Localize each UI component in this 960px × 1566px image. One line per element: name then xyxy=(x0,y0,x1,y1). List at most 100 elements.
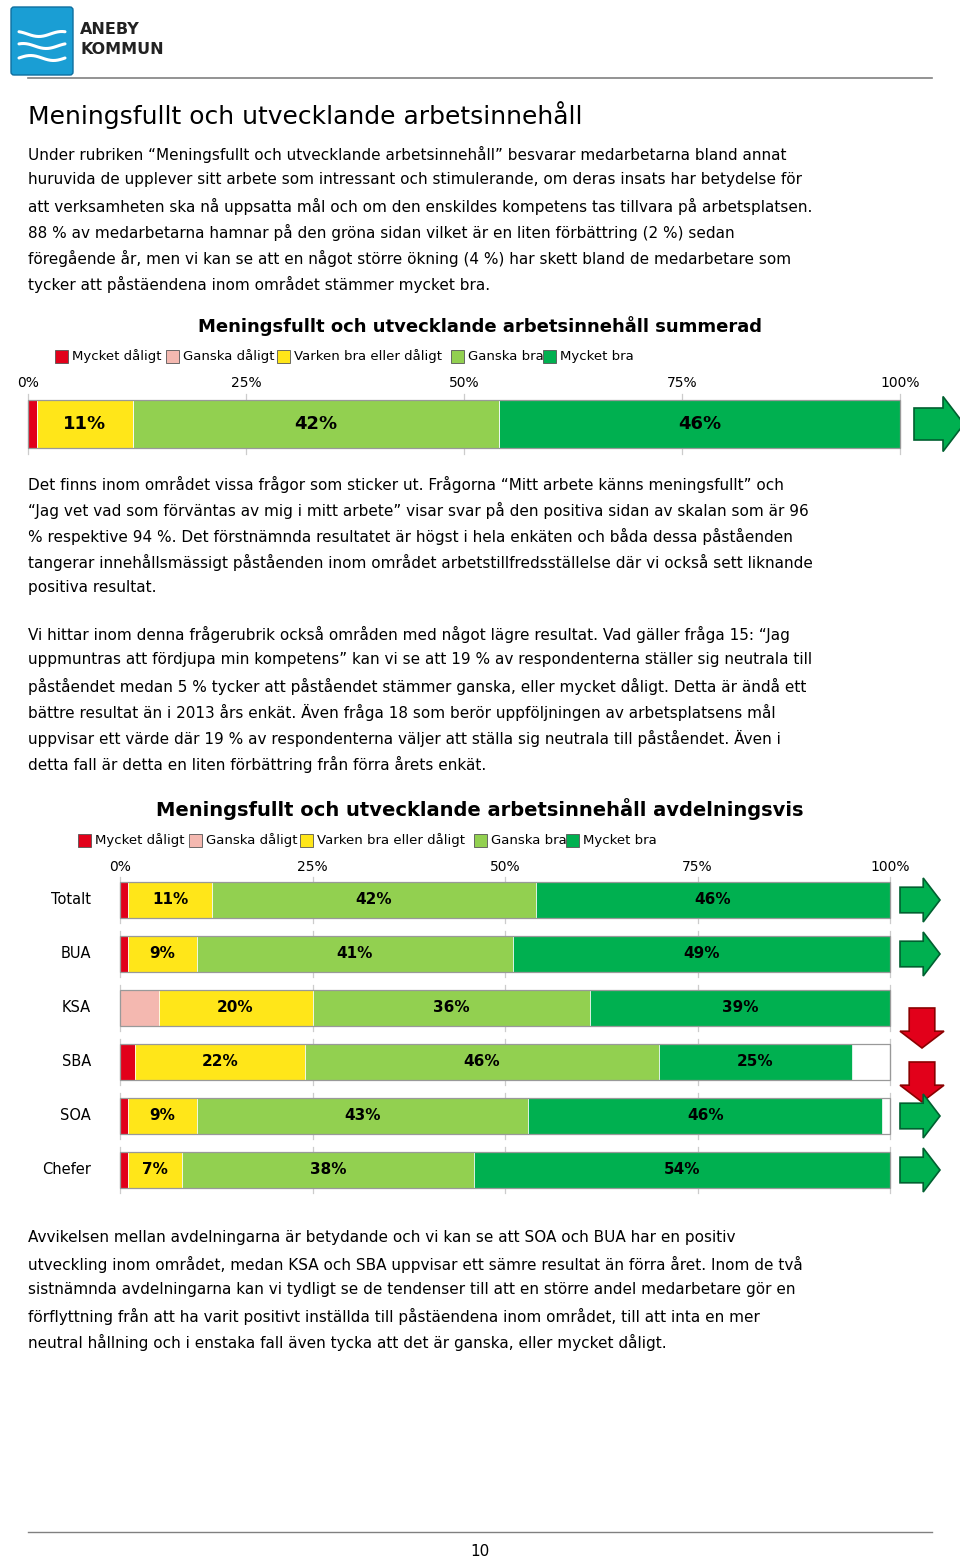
Text: förflyttning från att ha varit positivt inställda till påstäendena inom området,: förflyttning från att ha varit positivt … xyxy=(28,1308,760,1325)
Text: 75%: 75% xyxy=(683,860,713,874)
Text: 25%: 25% xyxy=(298,860,327,874)
Polygon shape xyxy=(900,1062,944,1102)
Text: huruvida de upplever sitt arbete som intressant och stimulerande, om deras insat: huruvida de upplever sitt arbete som int… xyxy=(28,172,802,186)
Bar xyxy=(166,349,179,363)
Polygon shape xyxy=(900,879,940,922)
Text: BUA: BUA xyxy=(60,946,91,962)
Polygon shape xyxy=(900,1095,940,1138)
Text: Mycket dåligt: Mycket dåligt xyxy=(95,833,184,847)
Text: Ganska dåligt: Ganska dåligt xyxy=(183,349,275,363)
Text: 75%: 75% xyxy=(666,376,697,390)
Bar xyxy=(120,1153,128,1189)
Bar xyxy=(120,1098,128,1134)
Text: “Jag vet vad som förväntas av mig i mitt arbete” visar svar på den positiva sida: “Jag vet vad som förväntas av mig i mitt… xyxy=(28,503,808,518)
Text: sistnämnda avdelningarna kan vi tydligt se de tendenser till att en större andel: sistnämnda avdelningarna kan vi tydligt … xyxy=(28,1283,796,1297)
Bar xyxy=(135,1045,305,1081)
Bar xyxy=(536,882,890,918)
Text: 7%: 7% xyxy=(142,1162,168,1178)
Text: SBA: SBA xyxy=(61,1054,91,1070)
Text: 25%: 25% xyxy=(737,1054,774,1070)
Text: 11%: 11% xyxy=(152,893,188,908)
Text: Totalt: Totalt xyxy=(51,893,91,908)
Bar xyxy=(28,399,36,448)
Text: uppvisar ett värde där 19 % av respondenterna väljer att ställa sig neutrala til: uppvisar ett värde där 19 % av responden… xyxy=(28,730,780,747)
Bar xyxy=(120,1045,890,1081)
Bar xyxy=(565,835,579,847)
Bar xyxy=(499,399,900,448)
Bar xyxy=(128,936,197,972)
Bar xyxy=(197,1098,528,1134)
FancyBboxPatch shape xyxy=(11,6,73,75)
Bar xyxy=(120,882,128,918)
Text: 0%: 0% xyxy=(109,860,131,874)
Bar xyxy=(120,1045,135,1081)
Text: 100%: 100% xyxy=(880,376,920,390)
Text: Avvikelsen mellan avdelningarna är betydande och vi kan se att SOA och BUA har e: Avvikelsen mellan avdelningarna är betyd… xyxy=(28,1229,735,1245)
Bar xyxy=(120,936,128,972)
Text: 50%: 50% xyxy=(448,376,479,390)
Text: 46%: 46% xyxy=(687,1109,724,1123)
Bar xyxy=(120,882,890,918)
Polygon shape xyxy=(900,1148,940,1192)
Text: Under rubriken “Meningsfullt och utvecklande arbetsinnehåll” besvarar medarbetar: Under rubriken “Meningsfullt och utveckl… xyxy=(28,146,786,163)
Bar xyxy=(36,399,132,448)
Bar xyxy=(589,990,890,1026)
Text: 22%: 22% xyxy=(202,1054,238,1070)
Bar xyxy=(128,1153,181,1189)
Text: Meningsfullt och utvecklande arbetsinnehåll: Meningsfullt och utvecklande arbetsinneh… xyxy=(28,100,583,128)
Text: 88 % av medarbetarna hamnar på den gröna sidan vilket är en liten förbättring (2: 88 % av medarbetarna hamnar på den gröna… xyxy=(28,224,734,241)
Bar xyxy=(313,990,589,1026)
Bar xyxy=(120,1098,890,1134)
Text: Varken bra eller dåligt: Varken bra eller dåligt xyxy=(294,349,442,363)
Bar xyxy=(120,990,158,1026)
Text: 11%: 11% xyxy=(63,415,107,434)
Text: 0%: 0% xyxy=(17,376,39,390)
Text: tycker att påstäendena inom området stämmer mycket bra.: tycker att påstäendena inom området stäm… xyxy=(28,276,491,293)
Text: 20%: 20% xyxy=(217,1001,253,1015)
Text: KSA: KSA xyxy=(61,1001,91,1015)
Text: föregående år, men vi kan se att en något större ökning (4 %) har skett bland de: föregående år, men vi kan se att en någo… xyxy=(28,251,791,268)
Bar xyxy=(276,349,290,363)
Bar xyxy=(128,1098,197,1134)
Text: Meningsfullt och utvecklande arbetsinnehåll avdelningsvis: Meningsfullt och utvecklande arbetsinneh… xyxy=(156,799,804,821)
Text: att verksamheten ska nå uppsatta mål och om den enskildes kompetens tas tillvara: att verksamheten ska nå uppsatta mål och… xyxy=(28,197,812,215)
Text: Mycket bra: Mycket bra xyxy=(560,349,634,363)
Bar xyxy=(181,1153,474,1189)
Text: 54%: 54% xyxy=(664,1162,701,1178)
Text: KOMMUN: KOMMUN xyxy=(80,42,163,58)
Bar xyxy=(473,835,487,847)
Text: 42%: 42% xyxy=(294,415,337,434)
Bar xyxy=(513,936,890,972)
Bar xyxy=(197,936,513,972)
Text: påståendet medan 5 % tycker att påståendet stämmer ganska, eller mycket dåligt. : påståendet medan 5 % tycker att påståend… xyxy=(28,678,806,695)
Bar xyxy=(120,936,890,972)
Bar xyxy=(542,349,556,363)
Text: Varken bra eller dåligt: Varken bra eller dåligt xyxy=(317,833,465,847)
Text: Mycket dåligt: Mycket dåligt xyxy=(72,349,161,363)
Bar xyxy=(55,349,68,363)
Bar xyxy=(120,990,890,1026)
Text: Ganska bra: Ganska bra xyxy=(468,349,543,363)
Bar xyxy=(28,399,900,448)
Text: tangerar innehållsmässigt påståenden inom området arbetstillfredsställelse där v: tangerar innehållsmässigt påståenden ino… xyxy=(28,554,813,572)
Text: uppmuntras att fördjupa min kompetens” kan vi se att 19 % av respondenterna stäl: uppmuntras att fördjupa min kompetens” k… xyxy=(28,651,812,667)
Text: neutral hållning och i enstaka fall även tycka att det är ganska, eller mycket d: neutral hållning och i enstaka fall även… xyxy=(28,1334,666,1351)
Text: positiva resultat.: positiva resultat. xyxy=(28,579,156,595)
Text: bättre resultat än i 2013 års enkät. Även fråga 18 som berör uppföljningen av ar: bättre resultat än i 2013 års enkät. Äve… xyxy=(28,705,776,720)
Text: Chefer: Chefer xyxy=(42,1162,91,1178)
Text: utveckling inom området, medan KSA och SBA uppvisar ett sämre resultat än förra : utveckling inom området, medan KSA och S… xyxy=(28,1256,803,1273)
Text: Det finns inom området vissa frågor som sticker ut. Frågorna “Mitt arbete känns : Det finns inom området vissa frågor som … xyxy=(28,476,784,493)
Text: 38%: 38% xyxy=(310,1162,347,1178)
Text: 41%: 41% xyxy=(337,946,373,962)
Bar xyxy=(120,1153,890,1189)
Text: 42%: 42% xyxy=(356,893,393,908)
Bar xyxy=(212,882,536,918)
Bar xyxy=(659,1045,852,1081)
Bar xyxy=(158,990,313,1026)
Bar xyxy=(474,1153,890,1189)
Bar xyxy=(300,835,313,847)
Bar xyxy=(528,1098,882,1134)
Bar xyxy=(305,1045,659,1081)
Text: Mycket bra: Mycket bra xyxy=(583,835,657,847)
Text: % respektive 94 %. Det förstnämnda resultatet är högst i hela enkäten och båda d: % respektive 94 %. Det förstnämnda resul… xyxy=(28,528,793,545)
